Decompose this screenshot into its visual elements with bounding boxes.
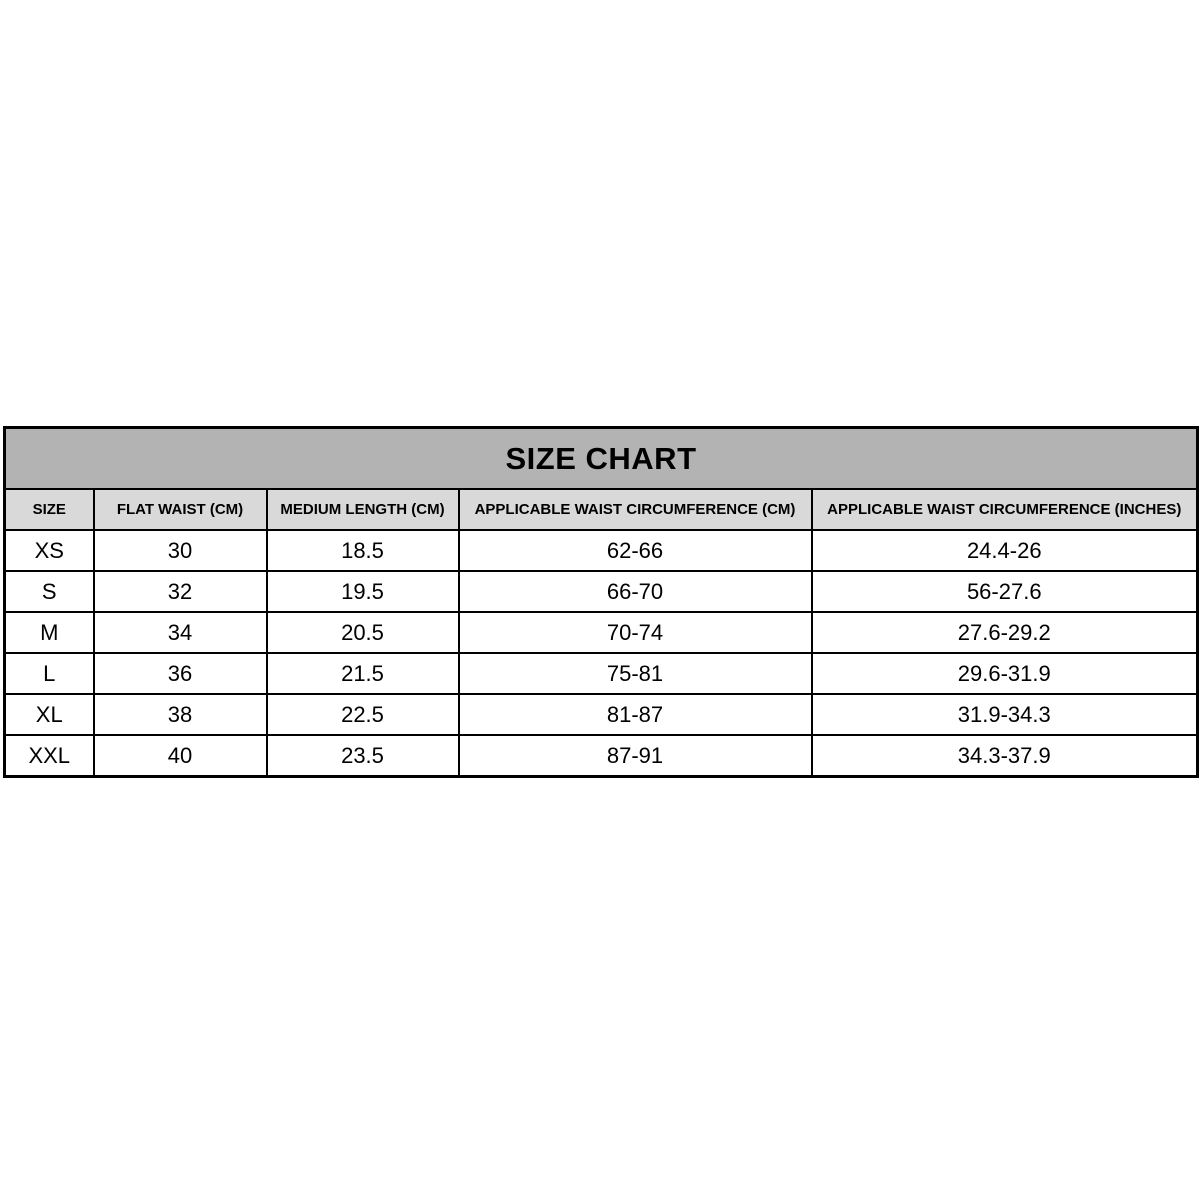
size-label-cell: XL: [3, 693, 95, 736]
table-row-xs: XS 30 18.5 62-66 24.4-26: [3, 529, 1199, 572]
size-label-cell: XXL: [3, 734, 95, 778]
column-header-row: SIZE FLAT WAIST (CM) MEDIUM LENGTH (CM) APP…: [3, 488, 1199, 531]
value-cell: 32: [92, 570, 268, 613]
column-header-applicable-waist-circumference-inches: APPLICABLE WAIST CIRCUMFERENCE (INCHES): [810, 488, 1199, 531]
value-cell: 30: [92, 529, 268, 572]
column-header-flat-waist-cm: FLAT WAIST (CM): [92, 488, 268, 531]
table-row-m: M 34 20.5 70-74 27.6-29.2: [3, 611, 1199, 654]
value-cell: 40: [92, 734, 268, 778]
table-row-s: S 32 19.5 66-70 56-27.6: [3, 570, 1199, 613]
table-row-xxl: XXL 40 23.5 87-91 34.3-37.9: [3, 734, 1199, 778]
value-cell: 81-87: [457, 693, 813, 736]
table-row-l: L 36 21.5 75-81 29.6-31.9: [3, 652, 1199, 695]
value-cell: 70-74: [457, 611, 813, 654]
value-cell: 56-27.6: [810, 570, 1199, 613]
value-cell: 34: [92, 611, 268, 654]
value-cell: 22.5: [265, 693, 460, 736]
size-label-cell: M: [3, 611, 95, 654]
column-header-size: SIZE: [3, 488, 95, 531]
value-cell: 20.5: [265, 611, 460, 654]
value-cell: 34.3-37.9: [810, 734, 1199, 778]
size-chart-title: SIZE CHART: [3, 426, 1199, 490]
value-cell: 36: [92, 652, 268, 695]
value-cell: 27.6-29.2: [810, 611, 1199, 654]
value-cell: 38: [92, 693, 268, 736]
value-cell: 66-70: [457, 570, 813, 613]
value-cell: 75-81: [457, 652, 813, 695]
value-cell: 23.5: [265, 734, 460, 778]
value-cell: 31.9-34.3: [810, 693, 1199, 736]
size-chart-table: SIZE CHART SIZE FLAT WAIST (CM) MEDIUM LEN…: [3, 426, 1200, 778]
size-label-cell: L: [3, 652, 95, 695]
value-cell: 24.4-26: [810, 529, 1199, 572]
size-label-cell: XS: [3, 529, 95, 572]
value-cell: 18.5: [265, 529, 460, 572]
column-header-medium-length-cm: MEDIUM LENGTH (CM): [265, 488, 460, 531]
value-cell: 87-91: [457, 734, 813, 778]
title-row: SIZE CHART: [3, 426, 1199, 490]
value-cell: 19.5: [265, 570, 460, 613]
value-cell: 21.5: [265, 652, 460, 695]
column-header-applicable-waist-circumference-cm: APPLICABLE WAIST CIRCUMFERENCE (CM): [457, 488, 813, 531]
value-cell: 62-66: [457, 529, 813, 572]
value-cell: 29.6-31.9: [810, 652, 1199, 695]
table-row-xl: XL 38 22.5 81-87 31.9-34.3: [3, 693, 1199, 736]
size-label-cell: S: [3, 570, 95, 613]
